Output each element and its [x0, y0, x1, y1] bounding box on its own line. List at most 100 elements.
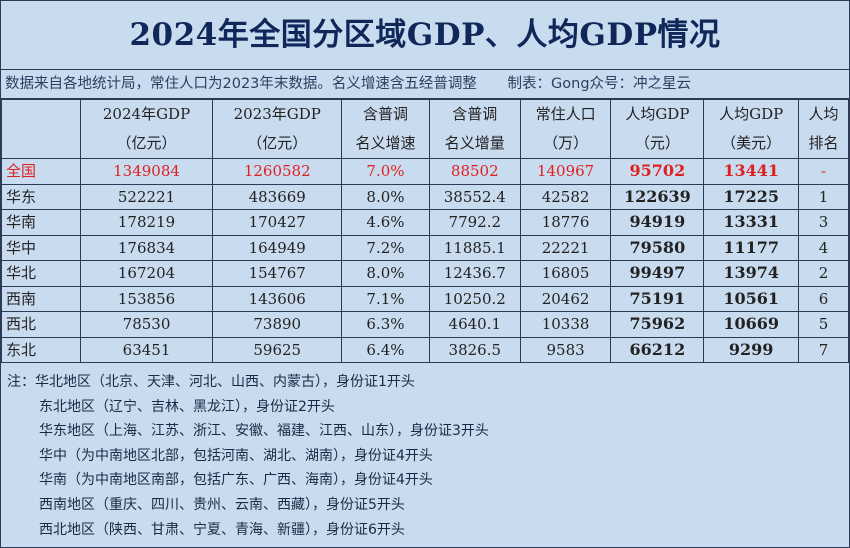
- table-cell: 38552.4: [428, 183, 521, 210]
- header-row: 2024年GDP 2023年GDP 含普调 含普调 常住人口 人均GDP 人均GDP 人均: [1, 99, 849, 129]
- table-cell: 7: [798, 336, 849, 363]
- table-cell: 164949: [212, 234, 343, 261]
- table-cell: 13331: [703, 209, 800, 236]
- table-row: 西北 78530 73890 6.3% 4640.1 10338 75962 10669 5: [1, 311, 849, 338]
- table-cell: 8.0%: [341, 183, 430, 210]
- table-cell: 75191: [610, 285, 705, 312]
- table-cell: 11885.1: [428, 234, 521, 261]
- table-cell: 10561: [703, 285, 800, 312]
- table-cell: 10338: [519, 311, 612, 338]
- credit-note: 制表：Gong众号：冲之星云: [507, 76, 692, 92]
- region-name: 华中: [1, 234, 81, 261]
- table-cell: 122639: [610, 183, 705, 210]
- table-cell: 8.0%: [341, 260, 430, 287]
- table-cell: 1: [798, 183, 849, 210]
- table-cell: -: [798, 158, 849, 185]
- region-name: 华北: [1, 260, 81, 287]
- table-cell: 7792.2: [428, 209, 521, 236]
- note-line: 东北地区（辽宁、吉林、黑龙江），身份证2开头: [39, 398, 335, 415]
- column-header: （美元）: [703, 129, 800, 159]
- column-header: 排名: [798, 129, 849, 159]
- table-cell: 94919: [610, 209, 705, 236]
- table-row: 东北 63451 59625 6.4% 3826.5 9583 66212 9299 7: [1, 336, 849, 363]
- column-header: [1, 99, 81, 129]
- table-cell: 7.2%: [341, 234, 430, 261]
- table-cell: 22221: [519, 234, 612, 261]
- header-row: （亿元） （亿元） 名义增速 名义增量 （万） （元） （美元） 排名: [1, 129, 849, 159]
- table-cell: 42582: [519, 183, 612, 210]
- table-cell: 1349084: [79, 158, 214, 185]
- note-line: 华东地区（上海、江苏、浙江、安徽、福建、江西、山东），身份证3开头: [39, 423, 489, 440]
- column-header: 名义增速: [341, 129, 430, 159]
- table-cell: 2: [798, 260, 849, 287]
- table-cell: 4.6%: [341, 209, 430, 236]
- table-cell: 59625: [212, 336, 343, 363]
- note-line: 华中（为中南地区北部，包括河南、湖北、湖南），身份证4开头: [39, 447, 433, 464]
- table-cell: 99497: [610, 260, 705, 287]
- column-header: 人均GDP: [610, 99, 705, 129]
- table-cell: 13441: [703, 158, 800, 185]
- table-cell: 4640.1: [428, 311, 521, 338]
- table-cell: 6.3%: [341, 311, 430, 338]
- region-name: 西南: [1, 285, 81, 312]
- column-header: （元）: [610, 129, 705, 159]
- table-cell: 66212: [610, 336, 705, 363]
- column-header: （万）: [519, 129, 612, 159]
- table-cell: 3826.5: [428, 336, 521, 363]
- table-cell: 79580: [610, 234, 705, 261]
- table-cell: 1260582: [212, 158, 343, 185]
- table-cell: 154767: [212, 260, 343, 287]
- table-cell: 3: [798, 209, 849, 236]
- table-row: 华北 167204 154767 8.0% 12436.7 16805 99497 13974…: [1, 260, 849, 287]
- table-cell: 20462: [519, 285, 612, 312]
- table-cell: 483669: [212, 183, 343, 210]
- table-cell: 9299: [703, 336, 800, 363]
- gdp-table: 2024年GDP 2023年GDP 含普调 含普调 常住人口 人均GDP 人均GDP 人均 （亿…: [1, 99, 849, 363]
- column-header: 常住人口: [519, 99, 612, 129]
- region-name: 华东: [1, 183, 81, 210]
- region-name: 华南: [1, 209, 81, 236]
- table-cell: 4: [798, 234, 849, 261]
- table-cell: 5: [798, 311, 849, 338]
- source-note: 数据来自各地统计局，常住人口为2023年末数据。名义增速含五经普调整: [5, 76, 477, 92]
- page-title: 2024年全国分区域GDP、人均GDP情况: [1, 1, 849, 70]
- table-cell: 88502: [428, 158, 521, 185]
- column-header: （亿元）: [212, 129, 343, 159]
- column-header: 人均GDP: [703, 99, 800, 129]
- table-cell: 7.1%: [341, 285, 430, 312]
- table-cell: 10250.2: [428, 285, 521, 312]
- column-header: 名义增量: [428, 129, 521, 159]
- table-cell: 176834: [79, 234, 214, 261]
- column-header: 2023年GDP: [212, 99, 343, 129]
- note-line: 西北地区（陕西、甘肃、宁夏、青海、新疆），身份证6开头: [39, 521, 405, 538]
- table-row: 西南 153856 143606 7.1% 10250.2 20462 75191 10561…: [1, 285, 849, 312]
- table-cell: 522221: [79, 183, 214, 210]
- table-row: 华东 522221 483669 8.0% 38552.4 42582 122639 1722…: [1, 183, 849, 210]
- note-line: 华南（为中南地区南部，包括广东、广西、海南），身份证4开头: [39, 472, 433, 489]
- table-header: 2024年GDP 2023年GDP 含普调 含普调 常住人口 人均GDP 人均GDP 人均 （亿…: [1, 99, 849, 159]
- notes-section: 注：华北地区（北京、天津、河北、山西、内蒙古），身份证1开头 东北地区（辽宁、吉林…: [1, 370, 849, 542]
- column-header: 含普调: [341, 99, 430, 129]
- table-cell: 143606: [212, 285, 343, 312]
- table-cell: 17225: [703, 183, 800, 210]
- table-cell: 6: [798, 285, 849, 312]
- column-header: （亿元）: [79, 129, 214, 159]
- table-cell: 11177: [703, 234, 800, 261]
- table-row: 华中 176834 164949 7.2% 11885.1 22221 79580 11177…: [1, 234, 849, 261]
- table-cell: 6.4%: [341, 336, 430, 363]
- table-cell: 170427: [212, 209, 343, 236]
- column-header: 含普调: [428, 99, 521, 129]
- table-cell: 140967: [519, 158, 612, 185]
- table-cell: 153856: [79, 285, 214, 312]
- table-cell: 95702: [610, 158, 705, 185]
- column-header: [1, 129, 81, 159]
- table-cell: 18776: [519, 209, 612, 236]
- table-cell: 16805: [519, 260, 612, 287]
- source-note-line: 数据来自各地统计局，常住人口为2023年末数据。名义增速含五经普调整 制表：Go…: [1, 70, 849, 99]
- note-line: 西南地区（重庆、四川、贵州、云南、西藏），身份证5开头: [39, 496, 405, 513]
- table-cell: 73890: [212, 311, 343, 338]
- table-cell: 12436.7: [428, 260, 521, 287]
- table-cell: 63451: [79, 336, 214, 363]
- table-cell: 10669: [703, 311, 800, 338]
